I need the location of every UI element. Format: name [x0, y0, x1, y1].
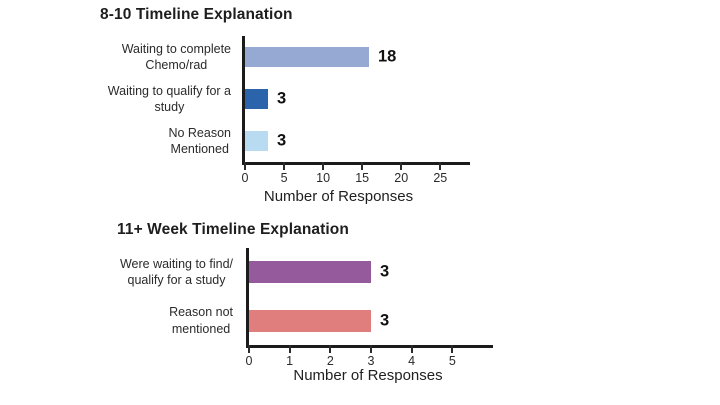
- category-label-text: Were waiting to find/ qualify for a stud…: [119, 256, 233, 288]
- category-label: Waiting to complete Chemo/rad: [88, 36, 231, 78]
- x-axis-label: Number of Responses: [293, 367, 443, 384]
- category-label: Reason not mentioned: [90, 297, 233, 346]
- axis-tick-label: 2: [326, 354, 334, 368]
- axis-tick: [288, 345, 291, 353]
- axis-tick-label: 0: [245, 354, 253, 368]
- plot-area: 18 3 3 0 5 10 15 20 25: [242, 36, 470, 185]
- category-label: Were waiting to find/ qualify for a stud…: [90, 248, 233, 297]
- bar: [249, 261, 371, 284]
- axis-tick-label: 5: [280, 171, 288, 185]
- axis-tick: [370, 345, 372, 353]
- chart-title: 11+ Week Timeline Explanation: [117, 221, 349, 238]
- axis-tick-label: 25: [433, 171, 448, 185]
- axis-tick-label: 4: [408, 354, 416, 368]
- bar-value-label: 3: [277, 89, 287, 108]
- category-label: Waiting to qualify for a study: [88, 78, 231, 120]
- axis-tick-label: 1: [286, 354, 294, 368]
- x-axis-label: Number of Responses: [263, 188, 414, 205]
- bar: [245, 131, 268, 151]
- axis-tick-label: 15: [355, 171, 370, 185]
- axis-tick-label: 5: [448, 354, 456, 368]
- axis-tick-label: 20: [394, 171, 409, 185]
- axis-tick-label: 10: [316, 171, 331, 185]
- bar-value-label: 3: [380, 311, 390, 330]
- axis-tick: [329, 345, 332, 353]
- bar-value-label: 3: [380, 262, 390, 281]
- axis-tick-label: 3: [367, 354, 375, 368]
- category-label-text: Waiting to qualify for a study: [107, 83, 231, 115]
- bar: [249, 309, 371, 332]
- axis-tick: [244, 162, 246, 170]
- category-labels: Waiting to complete Chemo/rad Waiting to …: [88, 36, 231, 162]
- category-labels: Were waiting to find/ qualify for a stud…: [90, 248, 233, 345]
- axis-tick: [322, 162, 325, 170]
- axis-tick: [410, 345, 413, 353]
- bar-value-label: 18: [378, 47, 397, 66]
- axis-tick: [451, 345, 454, 353]
- plot-area: 3 3 0 1 2 3 4 5: [246, 248, 493, 368]
- axis-tick: [400, 162, 403, 170]
- chart-title: 8-10 Timeline Explanation: [100, 6, 293, 23]
- axis-tick: [439, 162, 442, 170]
- category-label-text: Reason not mentioned: [169, 305, 233, 336]
- bar: [245, 89, 268, 109]
- axis-tick-label: 0: [241, 171, 249, 185]
- bar-value-label: 3: [277, 131, 287, 150]
- bar: [245, 47, 369, 67]
- axis-tick: [361, 162, 364, 170]
- axis-tick: [248, 345, 250, 353]
- category-label-text: No Reason Mentioned: [168, 125, 231, 157]
- category-label-text: Waiting to complete Chemo/rad: [121, 41, 231, 73]
- category-label: No Reason Mentioned: [88, 120, 231, 162]
- axis-tick: [283, 162, 286, 170]
